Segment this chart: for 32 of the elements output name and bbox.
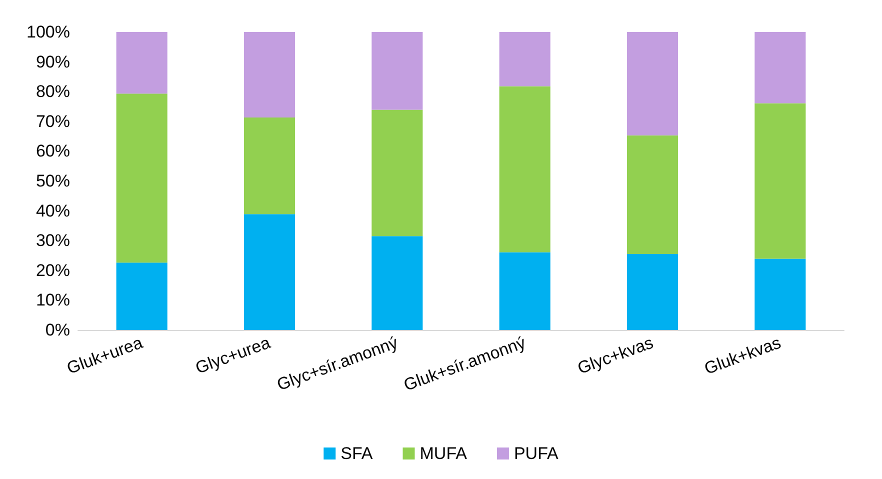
bar: [754, 103, 806, 259]
bar: [244, 118, 296, 214]
bar: [244, 214, 296, 330]
bar: [626, 135, 678, 254]
bar: [116, 262, 168, 330]
y-tick-label: 40%: [36, 201, 70, 220]
bar: [372, 110, 423, 236]
bar: [244, 32, 296, 118]
y-tick-label: 0%: [45, 320, 70, 340]
bar: [754, 32, 806, 104]
bar: [499, 252, 550, 330]
bar: [499, 32, 550, 86]
y-tick-label: 100%: [26, 22, 70, 42]
y-tick-label: 90%: [36, 52, 70, 72]
y-tick-label: 80%: [36, 82, 70, 102]
legend-label: MUFA: [420, 444, 468, 463]
bar: [626, 32, 678, 136]
y-tick-label: 10%: [36, 290, 70, 310]
y-tick-label: 60%: [36, 142, 70, 161]
bar: [372, 236, 423, 330]
legend-label: PUFA: [514, 444, 560, 463]
bar: [499, 86, 550, 252]
bar: [626, 254, 678, 330]
y-tick-label: 20%: [36, 260, 70, 280]
legend-label: SFA: [340, 444, 374, 463]
bar: [372, 32, 423, 110]
y-tick-label: 50%: [36, 172, 70, 190]
bar: [116, 94, 168, 263]
bar: [754, 258, 806, 330]
y-tick-label: 70%: [36, 112, 70, 131]
y-tick-label: 30%: [36, 231, 70, 250]
bar: [116, 32, 168, 94]
